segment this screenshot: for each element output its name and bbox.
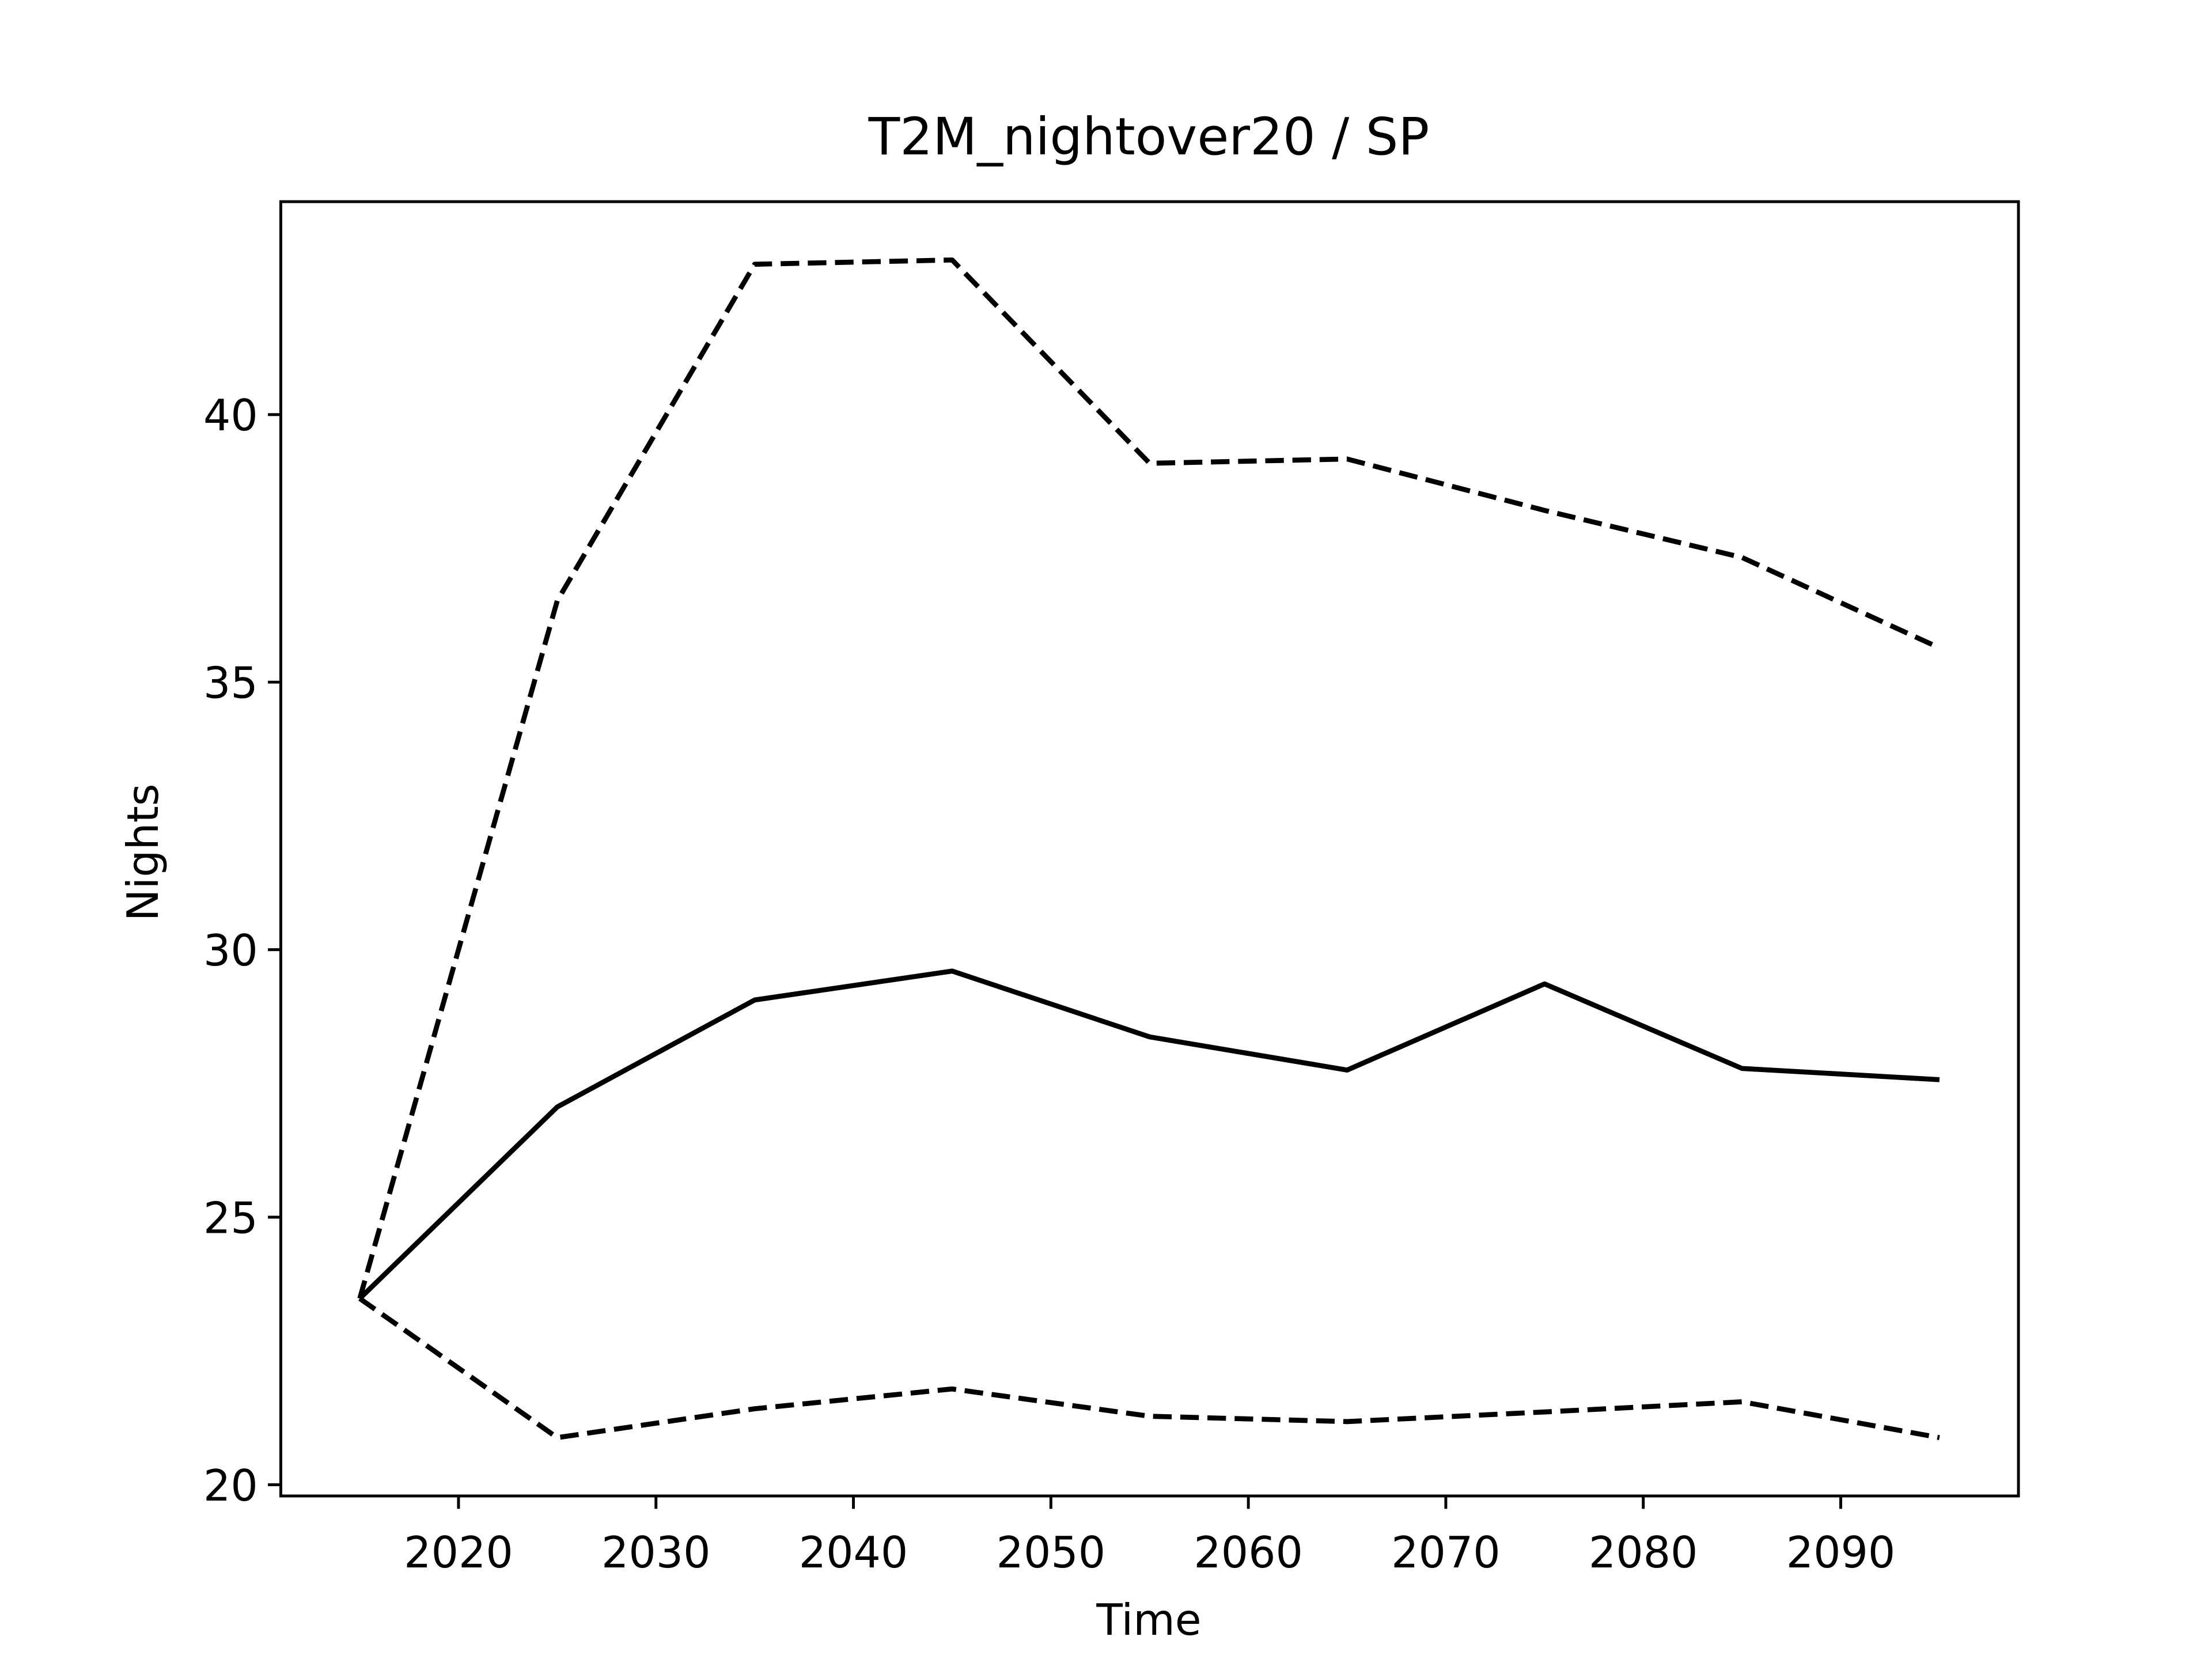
- line-series: [357, 257, 1941, 1300]
- x-tick-label: 2030: [601, 1528, 711, 1578]
- y-tick-label: 35: [203, 658, 258, 708]
- y-tick-label: 20: [203, 1461, 258, 1511]
- x-tick-label: 2050: [997, 1528, 1106, 1578]
- x-tick-label: 2040: [799, 1528, 908, 1578]
- y-tick-label: 30: [203, 926, 258, 976]
- x-tick-label: 2060: [1194, 1528, 1303, 1578]
- line-series: [358, 1296, 1940, 1441]
- x-tick-label: 2090: [1786, 1528, 1896, 1578]
- y-tick-label: 25: [203, 1193, 258, 1243]
- y-axis-label: Nights: [118, 783, 168, 921]
- x-tick-label: 2070: [1391, 1528, 1501, 1578]
- y-tick-label: 40: [203, 391, 258, 441]
- x-tick-label: 2020: [404, 1528, 513, 1578]
- plot-frame: [279, 200, 2020, 1498]
- chart-title: T2M_nightover20 / SP: [868, 107, 1430, 167]
- x-axis-label: Time: [1096, 1595, 1201, 1645]
- line-series: [358, 968, 1940, 1301]
- x-tick-label: 2080: [1589, 1528, 1698, 1578]
